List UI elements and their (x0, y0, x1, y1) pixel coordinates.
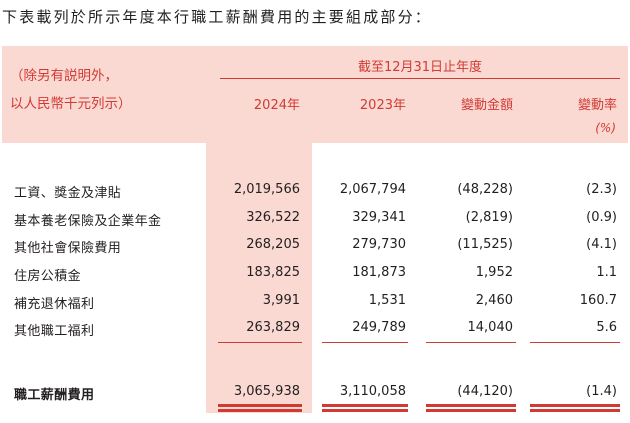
row-label: 其他職工福利 (14, 324, 95, 339)
value-2024: 263,829 (246, 320, 300, 335)
value-2023: 2,067,794 (339, 182, 406, 197)
value-rate: (2.3) (586, 182, 617, 197)
value-2024: 326,522 (246, 210, 300, 225)
column-header-2023: 2023年 (359, 98, 406, 113)
value-change: (2,819) (465, 210, 513, 225)
total-2023: 3,110,058 (339, 384, 406, 399)
value-change: 1,952 (475, 265, 513, 280)
subtotal-rule-2023 (322, 342, 408, 343)
table-row: 工資、獎金及津貼 2,019,566 2,067,794 (48,228) (2… (0, 182, 630, 202)
value-2023: 181,873 (352, 265, 406, 280)
total-underline-2023-b (322, 409, 408, 412)
total-label: 職工薪酬費用 (14, 388, 95, 403)
value-2024: 268,205 (246, 237, 300, 252)
total-2024: 3,065,938 (233, 384, 300, 399)
subtotal-rule-change (426, 342, 516, 343)
row-label: 工資、獎金及津貼 (14, 186, 122, 201)
value-change: 2,460 (475, 293, 513, 308)
value-2023: 329,341 (352, 210, 406, 225)
value-change: (11,525) (457, 237, 513, 252)
value-2024: 183,825 (246, 265, 300, 280)
column-header-change: 變動金額 (460, 98, 513, 113)
unit-note-line-2: 以人民幣千元列示） (10, 96, 132, 112)
value-rate: (4.1) (586, 237, 617, 252)
total-underline-2023-a (322, 404, 408, 407)
total-row: 職工薪酬費用 3,065,938 3,110,058 (44,120) (1.4… (0, 384, 630, 404)
value-2023: 1,531 (368, 293, 406, 308)
table-row: 基本養老保險及企業年金 326,522 329,341 (2,819) (0.9… (0, 210, 630, 230)
total-underline-change-b (426, 409, 516, 412)
total-underline-2024-a (218, 404, 302, 407)
unit-note-line-1: （除另有説明外， (10, 68, 118, 84)
total-change: (44,120) (457, 384, 513, 399)
period-header-rule (220, 78, 620, 79)
value-rate: (0.9) (586, 210, 617, 225)
column-header-2024: 2024年 (253, 98, 300, 113)
total-rate: (1.4) (586, 384, 617, 399)
table-row: 住房公積金 183,825 181,873 1,952 1.1 (0, 265, 630, 285)
table-row: 其他社會保險費用 268,205 279,730 (11,525) (4.1) (0, 237, 630, 257)
rate-unit-label: (%) (595, 121, 616, 135)
total-underline-rate-a (530, 404, 620, 407)
value-change: 14,040 (467, 320, 514, 335)
total-underline-change-a (426, 404, 516, 407)
subtotal-rule-rate (530, 342, 620, 343)
subtotal-rule-2024 (218, 342, 302, 343)
table-row: 其他職工福利 263,829 249,789 14,040 5.6 (0, 320, 630, 340)
table-row: 補充退休福利 3,991 1,531 2,460 160.7 (0, 293, 630, 313)
value-rate: 160.7 (579, 293, 617, 308)
row-label: 住房公積金 (14, 269, 82, 284)
value-2023: 279,730 (352, 237, 406, 252)
value-rate: 1.1 (596, 265, 617, 280)
total-underline-rate-b (530, 409, 620, 412)
row-label: 補充退休福利 (14, 297, 95, 312)
value-2024: 3,991 (262, 293, 300, 308)
value-rate: 5.6 (596, 320, 617, 335)
row-label: 基本養老保險及企業年金 (14, 214, 162, 229)
current-year-column-highlight (206, 143, 312, 413)
total-underline-2024-b (218, 409, 302, 412)
value-2023: 249,789 (352, 320, 406, 335)
value-2024: 2,019,566 (233, 182, 300, 197)
value-change: (48,228) (457, 182, 513, 197)
table-header-band (2, 46, 628, 143)
period-header: 截至12月31日止年度 (357, 60, 483, 75)
row-label: 其他社會保險費用 (14, 241, 122, 256)
intro-text: 下表載列於所示年度本行職工薪酬費用的主要組成部分： (2, 8, 433, 26)
column-header-rate: 變動率 (577, 98, 617, 113)
